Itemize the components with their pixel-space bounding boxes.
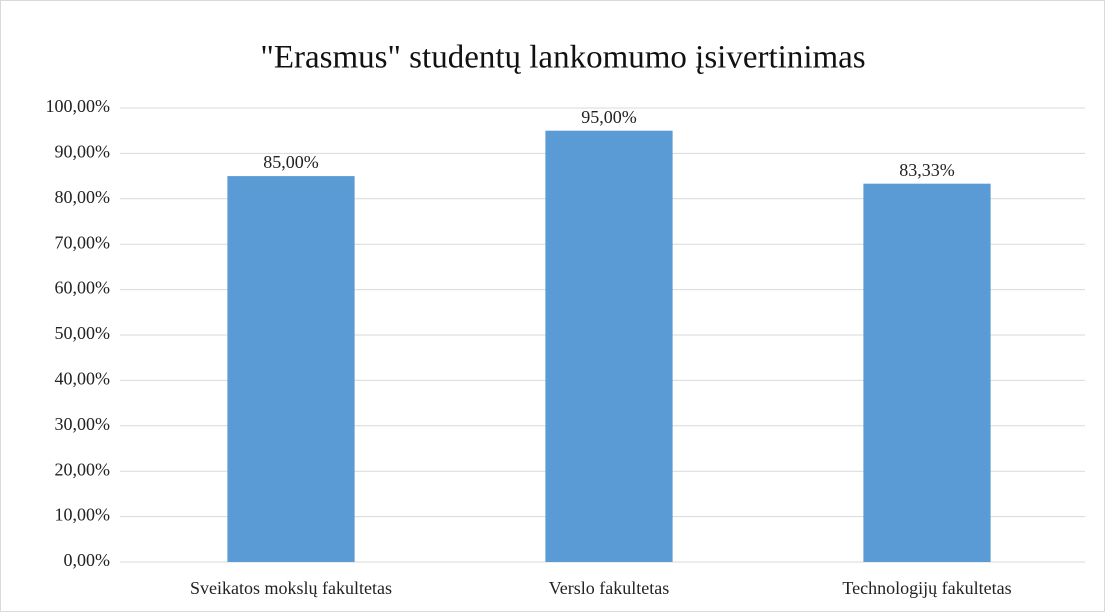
chart-title: "Erasmus" studentų lankomumo įsivertinim… <box>260 40 865 76</box>
x-tick-label: Sveikatos mokslų fakultetas <box>190 578 392 598</box>
data-label: 85,00% <box>263 152 319 172</box>
data-label: 95,00% <box>581 107 637 127</box>
y-tick-label: 50,00% <box>55 323 111 343</box>
y-tick-label: 0,00% <box>64 550 111 570</box>
y-tick-label: 60,00% <box>55 278 111 298</box>
y-tick-label: 40,00% <box>55 369 111 389</box>
y-tick-label: 80,00% <box>55 187 111 207</box>
y-tick-label: 20,00% <box>55 459 111 479</box>
bar <box>227 176 355 562</box>
x-tick-label: Verslo fakultetas <box>549 578 669 598</box>
y-tick-label: 30,00% <box>55 414 111 434</box>
y-tick-label: 100,00% <box>46 96 111 116</box>
y-tick-label: 10,00% <box>55 505 111 525</box>
data-label: 83,33% <box>899 160 955 180</box>
x-tick-label: Technologijų fakultetas <box>842 578 1011 598</box>
bar <box>545 130 673 562</box>
bar <box>863 183 991 562</box>
y-tick-label: 90,00% <box>55 142 111 162</box>
y-tick-label: 70,00% <box>55 232 111 252</box>
